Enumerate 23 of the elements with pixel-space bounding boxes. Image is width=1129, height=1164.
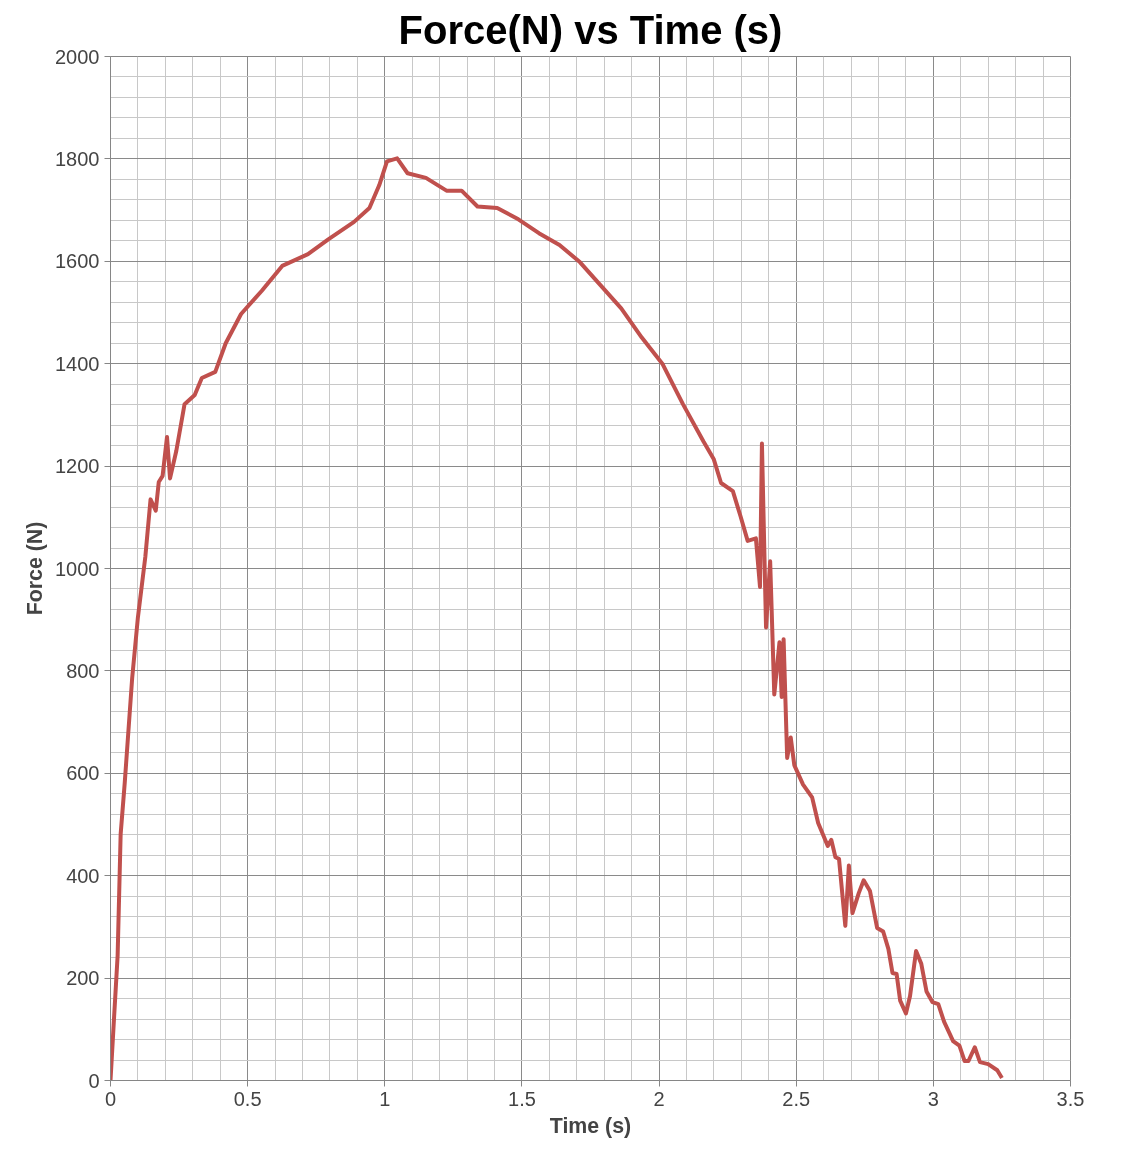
- y-tick-label: 1000: [55, 557, 100, 580]
- x-tick-label: 1: [379, 1087, 391, 1110]
- x-tick-label: 3: [927, 1087, 939, 1110]
- x-tick-label: 1.5: [508, 1087, 536, 1110]
- y-tick-label: 600: [66, 762, 100, 785]
- y-axis-title: Force (N): [23, 521, 48, 616]
- x-tick-label: 2.5: [782, 1087, 811, 1110]
- x-axis-title: Time (s): [549, 1113, 632, 1138]
- x-tick-label: 0: [104, 1087, 117, 1110]
- y-tick-label: 400: [66, 864, 100, 887]
- x-tick-label: 2: [653, 1087, 665, 1110]
- y-tick-label: 1600: [55, 250, 100, 273]
- y-tick-label: 800: [66, 659, 100, 682]
- y-tick-label: 1200: [55, 455, 100, 478]
- x-tick-label: 0.5: [233, 1087, 262, 1110]
- chart-title: Force(N) vs Time (s): [398, 7, 783, 52]
- y-tick-label: 200: [66, 967, 100, 990]
- y-tick-label: 1400: [55, 352, 100, 375]
- y-tick-label: 0: [88, 1069, 100, 1092]
- y-tick-label: 2000: [55, 45, 100, 68]
- line-series: [110, 156, 1004, 1081]
- y-tick-label: 1800: [55, 147, 100, 170]
- x-tick-label: 3.5: [1056, 1087, 1085, 1110]
